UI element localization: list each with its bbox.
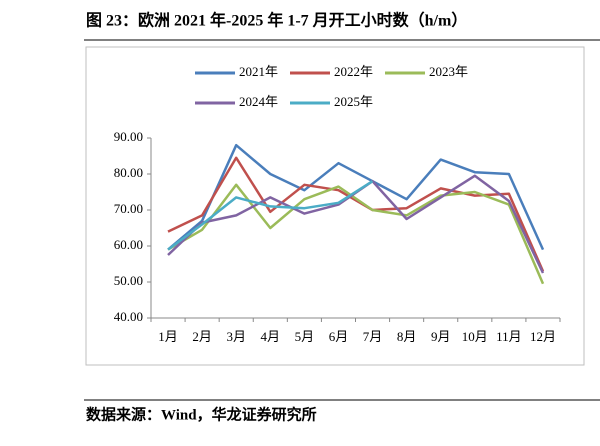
y-tick-label: 40.00 [114, 309, 143, 324]
y-tick-label: 60.00 [114, 237, 143, 252]
x-tick-label: 6月 [329, 329, 349, 344]
y-tick-label: 80.00 [114, 165, 143, 180]
x-tick-label: 7月 [363, 329, 383, 344]
x-tick-label: 3月 [226, 329, 246, 344]
legend-label: 2023年 [429, 64, 468, 79]
x-tick-label: 8月 [397, 329, 417, 344]
legend-label: 2024年 [239, 94, 278, 109]
x-tick-label: 5月 [295, 329, 315, 344]
x-tick-label: 9月 [431, 329, 451, 344]
y-tick-label: 50.00 [114, 273, 143, 288]
legend-label: 2022年 [334, 64, 373, 79]
series-line [167, 143, 545, 251]
title: 图 23：欧洲 2021 年-2025 年 1-7 月开工小时数（h/m） [86, 11, 467, 30]
legend-label: 2025年 [334, 94, 373, 109]
legend-label: 2021年 [239, 64, 278, 79]
series-line [167, 174, 545, 274]
x-tick-label: 11月 [496, 329, 522, 344]
chart-frame [85, 46, 585, 366]
x-tick-label: 1月 [158, 329, 178, 344]
x-tick-label: 4月 [261, 329, 281, 344]
x-tick-label: 10月 [462, 329, 488, 344]
x-tick-label: 12月 [530, 329, 556, 344]
series-line [167, 183, 545, 285]
series-line [167, 180, 374, 251]
source: 数据来源：Wind，华龙证券研究所 [86, 405, 317, 423]
x-tick-label: 2月 [192, 329, 212, 344]
series-line [167, 156, 545, 272]
y-tick-label: 90.00 [114, 129, 143, 144]
y-tick-label: 70.00 [114, 201, 143, 216]
